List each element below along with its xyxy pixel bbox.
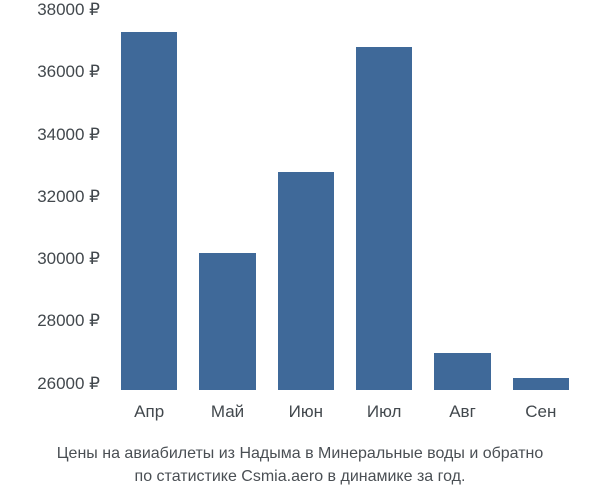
x-tick-label: Сен <box>525 390 556 422</box>
x-tick-label: Июн <box>289 390 323 422</box>
price-bar-chart: 26000 ₽ 28000 ₽ 30000 ₽ 32000 ₽ 34000 ₽ 36000… <box>0 0 600 500</box>
chart-caption: Цены на авиабилеты из Надыма в Минеральн… <box>0 442 600 488</box>
bar <box>121 32 177 390</box>
caption-line: по статистике Csmia.aero в динамике за г… <box>0 465 600 488</box>
bar <box>278 172 334 390</box>
y-tick-label: 38000 ₽ <box>37 0 110 20</box>
y-tick-label: 34000 ₽ <box>37 125 110 145</box>
y-tick-label: 36000 ₽ <box>37 62 110 82</box>
x-tick-label: Июл <box>367 390 402 422</box>
caption-line: Цены на авиабилеты из Надыма в Минеральн… <box>0 442 600 465</box>
x-tick-label: Авг <box>449 390 476 422</box>
bar <box>513 378 569 390</box>
x-tick-label: Май <box>211 390 244 422</box>
y-tick-label: 32000 ₽ <box>37 187 110 207</box>
bar <box>356 47 412 390</box>
plot-area: 26000 ₽28000 ₽30000 ₽32000 ₽34000 ₽36000… <box>110 10 580 390</box>
bar <box>199 253 255 390</box>
y-tick-label: 30000 ₽ <box>37 249 110 269</box>
y-tick-label: 26000 ₽ <box>37 374 110 394</box>
y-tick-label: 28000 ₽ <box>37 311 110 331</box>
x-tick-label: Апр <box>134 390 164 422</box>
bar <box>434 353 490 390</box>
